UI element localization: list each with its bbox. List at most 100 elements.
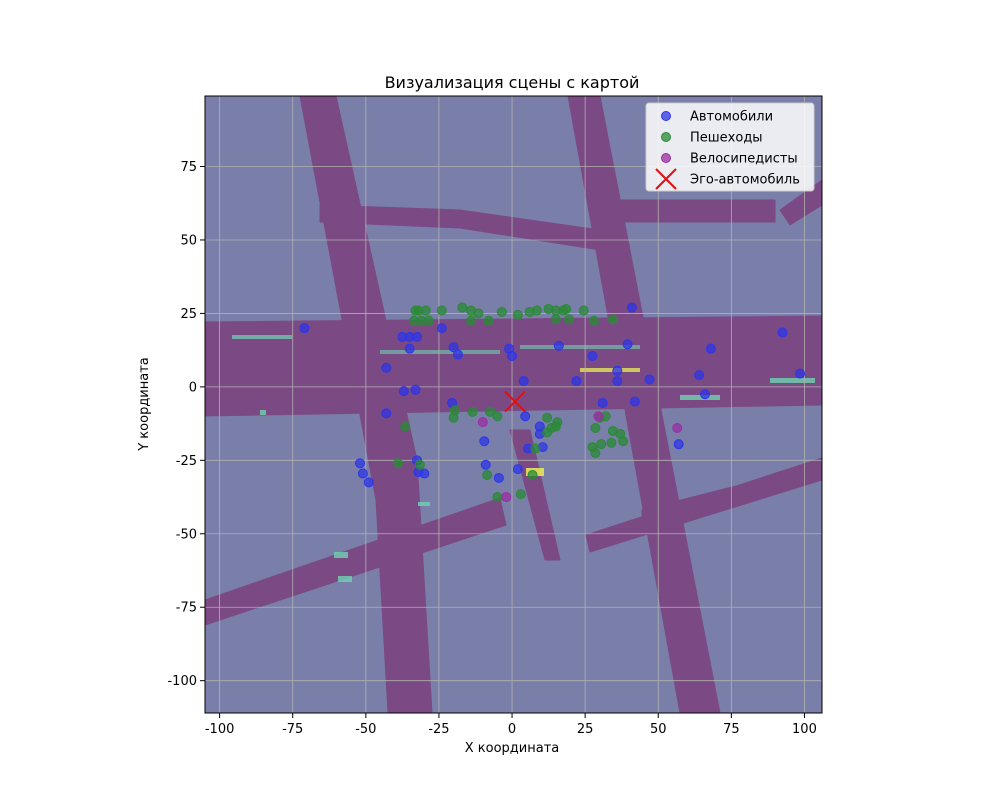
point-series-0 bbox=[518, 375, 529, 386]
x-axis-label: X координата bbox=[465, 741, 560, 756]
point-series-1 bbox=[485, 406, 496, 417]
point-series-0 bbox=[587, 351, 598, 362]
y-tick-label: -75 bbox=[176, 601, 197, 616]
x-tick-label: -100 bbox=[205, 722, 235, 737]
point-series-1 bbox=[467, 406, 478, 417]
y-tick-label: 25 bbox=[180, 307, 197, 322]
x-axis-ticks: -100 -75 -50 -25 0 25 50 75 100 bbox=[205, 713, 817, 737]
legend-marker bbox=[655, 168, 677, 190]
legend-item: Автомобили bbox=[661, 110, 773, 125]
lane-marker bbox=[334, 552, 348, 558]
road-vertical-right bbox=[567, 96, 721, 713]
point-series-1 bbox=[588, 315, 599, 326]
point-series-0 bbox=[777, 327, 788, 338]
x-tick-label: 50 bbox=[650, 722, 667, 737]
point-series-0 bbox=[448, 342, 459, 353]
lane-marker bbox=[520, 345, 640, 349]
legend-marker bbox=[661, 111, 671, 121]
point-series-0 bbox=[419, 468, 430, 479]
point-series-1 bbox=[473, 308, 484, 319]
road-center-lower bbox=[509, 429, 561, 561]
point-series-1 bbox=[606, 437, 617, 448]
legend-item: Эго-автомобиль bbox=[655, 168, 800, 190]
point-series-1 bbox=[492, 492, 503, 503]
point-series-1 bbox=[542, 412, 553, 423]
point-series-1 bbox=[542, 427, 553, 438]
y-tick-label: -25 bbox=[176, 454, 197, 469]
y-tick-label: 50 bbox=[180, 233, 197, 248]
point-series-0 bbox=[354, 458, 365, 469]
point-series-0 bbox=[410, 384, 421, 395]
point-series-2 bbox=[593, 411, 604, 422]
point-series-1 bbox=[564, 314, 575, 325]
point-series-1 bbox=[496, 306, 507, 317]
point-series-0 bbox=[612, 375, 623, 386]
legend-label: Эго-автомобиль bbox=[690, 173, 800, 188]
legend-label: Пешеходы bbox=[690, 131, 763, 146]
point-series-0 bbox=[629, 396, 640, 407]
point-series-1 bbox=[420, 305, 431, 316]
y-axis-ticks: -100 -75 -50 -25 0 25 50 75 bbox=[167, 160, 205, 689]
point-series-1 bbox=[590, 447, 601, 458]
point-series-1 bbox=[483, 315, 494, 326]
point-series-0 bbox=[357, 468, 368, 479]
point-series-2 bbox=[672, 423, 683, 434]
lane-marker bbox=[580, 368, 640, 372]
chart-title: Визуализация сцены с картой bbox=[385, 73, 640, 92]
x-tick-label: -25 bbox=[428, 722, 449, 737]
point-series-0 bbox=[479, 436, 490, 447]
point-series-0 bbox=[412, 331, 423, 342]
point-series-1 bbox=[550, 314, 561, 325]
point-series-0 bbox=[398, 386, 409, 397]
point-series-0 bbox=[512, 464, 523, 475]
x-tick-label: 100 bbox=[792, 722, 817, 737]
point-series-1 bbox=[515, 489, 526, 500]
point-series-0 bbox=[381, 362, 392, 373]
point-series-0 bbox=[436, 323, 447, 334]
point-series-0 bbox=[700, 389, 711, 400]
point-series-1 bbox=[492, 411, 503, 422]
point-series-0 bbox=[705, 343, 716, 354]
point-series-1 bbox=[531, 305, 542, 316]
point-series-1 bbox=[512, 309, 523, 320]
x-tick-label: 0 bbox=[508, 722, 516, 737]
y-tick-label: -100 bbox=[167, 674, 197, 689]
point-series-0 bbox=[381, 408, 392, 419]
point-series-0 bbox=[694, 370, 705, 381]
point-series-0 bbox=[480, 459, 491, 470]
point-series-1 bbox=[527, 470, 538, 481]
point-series-0 bbox=[612, 365, 623, 376]
point-series-1 bbox=[596, 439, 607, 450]
point-series-1 bbox=[561, 304, 572, 315]
point-series-0 bbox=[571, 375, 582, 386]
point-series-0 bbox=[493, 472, 504, 483]
lane-marker bbox=[770, 378, 815, 383]
legend-label: Автомобили bbox=[690, 110, 773, 125]
point-series-0 bbox=[520, 411, 531, 422]
point-series-1 bbox=[423, 315, 434, 326]
point-series-1 bbox=[607, 314, 618, 325]
lane-marker bbox=[260, 410, 266, 415]
road-right-lower bbox=[641, 464, 822, 526]
point-series-1 bbox=[618, 436, 629, 447]
legend-marker bbox=[661, 153, 671, 163]
point-series-1 bbox=[530, 443, 541, 454]
point-series-0 bbox=[507, 351, 518, 362]
point-series-0 bbox=[795, 368, 806, 379]
road-right-top bbox=[611, 199, 776, 223]
data-markers bbox=[299, 302, 806, 503]
point-series-0 bbox=[404, 343, 415, 354]
lane-marker bbox=[418, 502, 430, 506]
y-axis-label: Y координата bbox=[137, 357, 152, 452]
legend-label: Велосипедисты bbox=[690, 152, 798, 167]
x-tick-label: -50 bbox=[355, 722, 376, 737]
point-series-1 bbox=[457, 302, 468, 313]
y-tick-label: 0 bbox=[189, 380, 197, 395]
point-series-1 bbox=[466, 315, 477, 326]
point-series-0 bbox=[597, 398, 608, 409]
point-series-0 bbox=[644, 374, 655, 385]
road-upper-left bbox=[319, 204, 601, 251]
plot-frame bbox=[204, 95, 823, 714]
point-series-1 bbox=[552, 417, 563, 428]
